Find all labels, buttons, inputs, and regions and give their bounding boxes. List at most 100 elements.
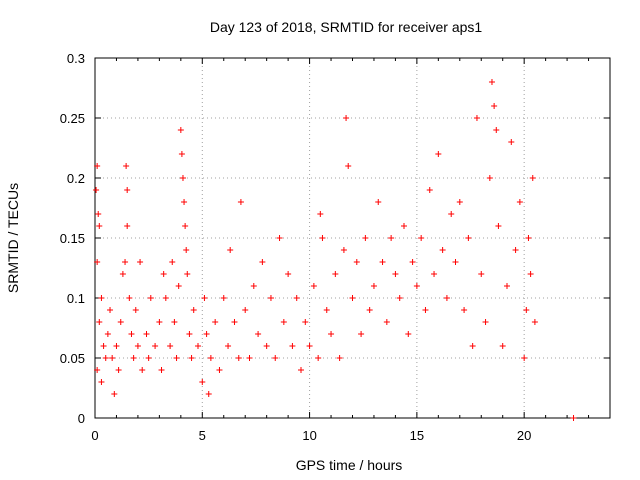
data-point bbox=[323, 307, 330, 313]
data-point bbox=[113, 343, 120, 349]
data-point bbox=[220, 295, 227, 301]
data-point bbox=[115, 367, 122, 373]
data-point bbox=[95, 211, 102, 217]
data-point bbox=[345, 163, 352, 169]
data-point bbox=[203, 331, 210, 337]
data-point bbox=[529, 175, 536, 181]
data-point bbox=[178, 151, 185, 157]
data-point bbox=[98, 295, 105, 301]
data-point bbox=[117, 319, 124, 325]
data-point bbox=[126, 295, 133, 301]
data-point bbox=[122, 259, 129, 265]
y-tick-label: 0.2 bbox=[67, 171, 85, 186]
data-point bbox=[383, 319, 390, 325]
data-point bbox=[482, 319, 489, 325]
plot-frame bbox=[94, 57, 611, 419]
data-point bbox=[328, 331, 335, 337]
data-point bbox=[431, 271, 438, 277]
data-point bbox=[96, 223, 103, 229]
data-point bbox=[388, 235, 395, 241]
data-point bbox=[242, 307, 249, 313]
data-point bbox=[195, 343, 201, 349]
data-point bbox=[94, 367, 101, 373]
data-point bbox=[147, 295, 154, 301]
data-point bbox=[272, 355, 279, 361]
data-point bbox=[306, 343, 313, 349]
data-point bbox=[225, 343, 232, 349]
data-point bbox=[246, 355, 253, 361]
x-tick-label: 0 bbox=[91, 428, 98, 443]
data-point bbox=[134, 343, 141, 349]
data-point bbox=[495, 223, 502, 229]
data-point bbox=[128, 331, 135, 337]
data-point bbox=[137, 259, 144, 265]
data-point bbox=[516, 199, 523, 205]
data-point bbox=[93, 187, 100, 193]
data-point bbox=[216, 367, 223, 373]
data-point bbox=[473, 115, 480, 121]
data-point bbox=[201, 295, 208, 301]
data-point bbox=[102, 355, 109, 361]
data-point bbox=[418, 235, 425, 241]
data-point bbox=[491, 103, 498, 109]
data-point bbox=[486, 175, 493, 181]
data-point bbox=[235, 355, 242, 361]
data-point bbox=[186, 331, 193, 337]
data-point bbox=[139, 367, 146, 373]
data-point bbox=[317, 211, 324, 217]
data-point bbox=[199, 379, 206, 385]
data-point bbox=[366, 307, 373, 313]
data-point bbox=[493, 127, 500, 133]
data-point bbox=[184, 271, 191, 277]
data-point bbox=[188, 355, 195, 361]
data-point bbox=[293, 295, 300, 301]
data-point bbox=[94, 259, 101, 265]
data-point bbox=[124, 223, 131, 229]
data-point bbox=[132, 307, 139, 313]
data-point bbox=[504, 283, 510, 289]
data-point bbox=[207, 355, 214, 361]
data-point bbox=[182, 223, 189, 229]
data-point bbox=[171, 319, 178, 325]
data-point bbox=[343, 115, 350, 121]
data-point bbox=[375, 199, 382, 205]
data-point bbox=[181, 199, 188, 205]
data-point bbox=[439, 247, 446, 253]
data-point bbox=[426, 187, 433, 193]
data-point bbox=[145, 355, 152, 361]
y-tick-label: 0.1 bbox=[67, 291, 85, 306]
data-point bbox=[302, 319, 309, 325]
data-point bbox=[169, 259, 176, 265]
data-point bbox=[370, 283, 377, 289]
data-point bbox=[405, 331, 412, 337]
data-point bbox=[119, 271, 126, 277]
data-point bbox=[123, 163, 130, 169]
data-point bbox=[422, 307, 429, 313]
data-point bbox=[531, 319, 538, 325]
data-point bbox=[358, 331, 365, 337]
data-point bbox=[310, 283, 317, 289]
data-point bbox=[392, 271, 399, 277]
data-point bbox=[362, 235, 369, 241]
data-point bbox=[448, 211, 455, 217]
data-point bbox=[94, 163, 101, 169]
x-tick-label: 10 bbox=[302, 428, 316, 443]
data-point bbox=[183, 247, 190, 253]
data-point bbox=[315, 355, 322, 361]
data-point bbox=[124, 187, 131, 193]
axis-ticks: 0 5 10 15 20 0 0.05 0.1 0.15 0.2 0.25 0.3 bbox=[60, 51, 610, 443]
data-point bbox=[379, 259, 386, 265]
data-point bbox=[107, 307, 114, 313]
data-point bbox=[212, 319, 219, 325]
data-point bbox=[267, 295, 274, 301]
y-tick-label: 0.05 bbox=[60, 351, 85, 366]
data-point bbox=[111, 391, 118, 397]
data-point bbox=[280, 319, 287, 325]
data-point bbox=[508, 139, 515, 145]
data-point bbox=[167, 343, 174, 349]
x-tick-label: 5 bbox=[199, 428, 206, 443]
data-point bbox=[521, 355, 528, 361]
data-point bbox=[461, 307, 468, 313]
x-tick-label: 20 bbox=[517, 428, 531, 443]
